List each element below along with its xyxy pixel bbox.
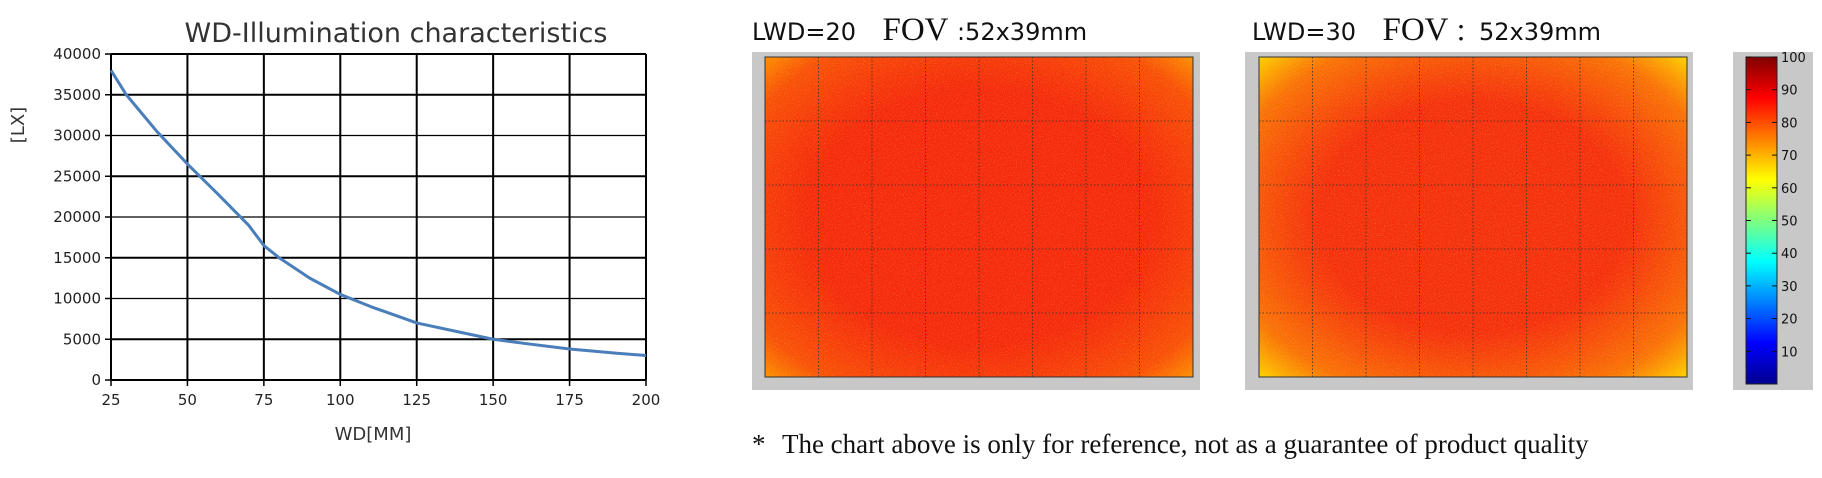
x-tick-label: 200	[632, 391, 661, 409]
chart-grid	[110, 53, 647, 381]
heatmap-lwd20-lwd-label: LWD=20	[752, 18, 856, 46]
colorbar: 10 20 30 40 50 60 70 80 90 100	[1733, 51, 1813, 390]
y-tick-label: 15000	[53, 249, 101, 267]
y-axis-ticks: 0 5000 10000 15000 20000 25000 30000 35000 40000	[53, 45, 111, 389]
colorbar-tick-label: 40	[1781, 247, 1798, 262]
heatmap-border	[1258, 56, 1688, 378]
footnote: * The chart above is only for reference,…	[752, 429, 1589, 459]
footnote-text: The chart above is only for reference, n…	[782, 429, 1589, 459]
y-tick-label: 40000	[53, 45, 101, 63]
heatmap-lwd20: LWD=20 FOV :52x39mm	[752, 12, 1200, 390]
heatmap-border	[764, 56, 1194, 378]
colorbar-tick-label: 20	[1781, 313, 1798, 328]
colorbar-tick-label: 10	[1781, 345, 1798, 360]
colorbar-tick-label: 90	[1781, 84, 1798, 99]
y-tick-label: 0	[91, 371, 101, 389]
heatmap-lwd30-title: LWD=30 FOV ：52x39mm	[1252, 12, 1601, 48]
heatmap-lwd20-noise	[765, 57, 1193, 377]
x-tick-label: 125	[402, 391, 431, 409]
x-tick-label: 25	[101, 391, 120, 409]
colorbar-ticks: 10 20 30 40 50 60 70 80 90 100	[1746, 51, 1806, 360]
chart-title: WD-Illumination characteristics	[185, 18, 608, 49]
x-tick-label: 175	[555, 391, 584, 409]
heatmap-lwd20-title: LWD=20 FOV :52x39mm	[752, 12, 1087, 48]
x-axis-ticks: 25 50 75 100 125 150 175 200	[101, 380, 660, 409]
heatmap-lwd30-lwd-label: LWD=30	[1252, 18, 1356, 46]
x-tick-label: 100	[326, 391, 355, 409]
heatmap-lwd20-grid	[764, 56, 1194, 378]
heatmap-lwd20-dims-label: :52x39mm	[957, 18, 1087, 46]
illumination-series-line	[109, 69, 647, 358]
heatmap-lwd30-grid	[1258, 56, 1688, 378]
heatmap-lwd30: LWD=30 FOV ：52x39mm	[1245, 12, 1693, 390]
x-tick-label: 50	[178, 391, 197, 409]
y-tick-label: 25000	[53, 167, 101, 185]
y-tick-label: 10000	[53, 290, 101, 308]
colorbar-tick-label: 60	[1781, 182, 1798, 197]
y-tick-label: 5000	[63, 330, 101, 348]
x-tick-label: 75	[254, 391, 273, 409]
y-axis-label: [LX]	[8, 107, 29, 143]
colorbar-tick-label: 50	[1781, 215, 1798, 230]
colorbar-tick-label: 100	[1781, 51, 1806, 66]
y-tick-label: 35000	[53, 86, 101, 104]
colorbar-gradient	[1745, 56, 1778, 385]
y-tick-label: 20000	[53, 208, 101, 226]
heatmap-lwd30-fov-label: FOV	[1382, 12, 1448, 48]
heatmap-lwd30-noise	[1259, 57, 1687, 377]
colorbar-tick-label: 30	[1781, 280, 1798, 295]
heatmap-lwd30-dims-label: ：52x39mm	[1455, 18, 1601, 46]
x-axis-label: WD[MM]	[335, 424, 412, 445]
footnote-asterisk: *	[752, 429, 766, 459]
heatmap-lwd20-fov-label: FOV	[882, 12, 948, 48]
colorbar-tick-label: 80	[1781, 116, 1798, 131]
x-tick-label: 150	[479, 391, 508, 409]
wd-illumination-chart: WD-Illumination characteristics 0 5000 100…	[8, 18, 660, 445]
colorbar-tick-label: 70	[1781, 149, 1798, 164]
y-tick-label: 30000	[53, 127, 101, 145]
